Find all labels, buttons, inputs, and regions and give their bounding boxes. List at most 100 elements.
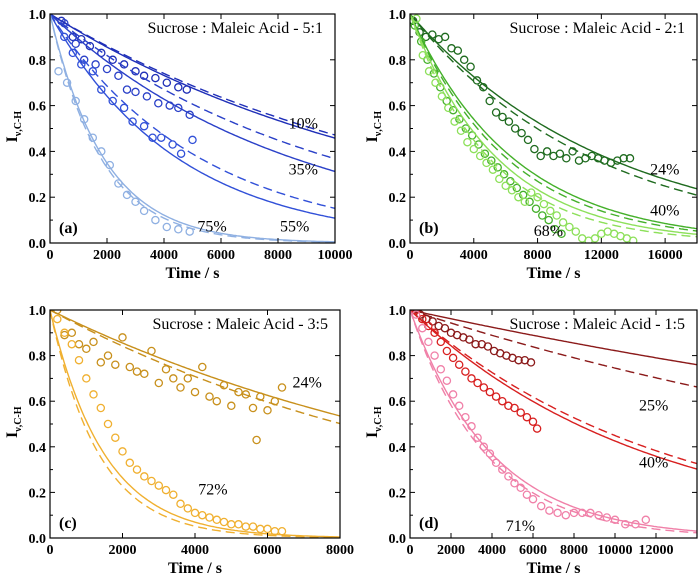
data-point (546, 206, 555, 216)
data-point (165, 101, 174, 110)
x-tick-label: 12000 (639, 543, 674, 558)
y-tick-label: 0.2 (29, 486, 47, 501)
data-point (418, 314, 427, 324)
data-point (430, 351, 439, 360)
data-point (479, 383, 489, 392)
data-point (108, 55, 117, 65)
data-point (558, 218, 568, 227)
data-point (111, 433, 120, 442)
data-point (533, 192, 542, 202)
data-point (263, 524, 272, 534)
data-point (561, 510, 571, 520)
data-point (185, 227, 194, 236)
data-point (528, 417, 538, 426)
data-point (132, 465, 142, 474)
series-75pct (50, 14, 335, 243)
data-point (71, 96, 80, 106)
x-tick-label: 12000 (584, 248, 619, 263)
data-point (520, 197, 530, 207)
x-tick-label: 16000 (648, 248, 683, 263)
data-point (169, 374, 178, 383)
data-point (67, 328, 77, 338)
data-point (256, 524, 265, 534)
chart-title: Sucrose : Maleic Acid - 5:1 (147, 20, 323, 37)
data-point (122, 190, 132, 200)
data-point (148, 133, 157, 142)
series-label: 55% (280, 219, 309, 236)
y-tick-label: 0.2 (389, 486, 407, 501)
y-axis-label: Iν,C-H (364, 406, 384, 438)
plot-area (50, 310, 340, 538)
x-tick-label: 0 (47, 543, 54, 558)
x-axis-label: Time / s (168, 560, 222, 577)
data-point (465, 335, 474, 344)
data-point (456, 126, 466, 136)
x-tick-label: 10000 (318, 248, 353, 263)
data-point (472, 76, 482, 85)
data-point (536, 501, 546, 511)
data-point (205, 513, 214, 522)
data-point (440, 32, 450, 42)
solid-fit-line (410, 14, 697, 230)
data-point (552, 211, 561, 220)
data-point (68, 48, 78, 58)
x-tick-label: 8000 (264, 248, 292, 263)
data-point (82, 344, 91, 354)
data-point (542, 147, 552, 156)
data-point (185, 110, 194, 120)
data-point (522, 412, 532, 422)
chart-title: Sucrose : Maleic Acid - 1:5 (509, 316, 685, 333)
data-point (522, 490, 532, 499)
x-tick-label: 8000 (560, 543, 588, 558)
dashed-fit-line (50, 310, 340, 538)
data-point (131, 87, 140, 97)
data-point (628, 236, 638, 243)
data-point (550, 225, 560, 234)
series-label: 35% (289, 161, 318, 178)
plot-area (50, 14, 335, 243)
data-point (182, 85, 192, 94)
data-point (516, 483, 525, 493)
data-point (442, 346, 452, 356)
data-point (140, 472, 149, 481)
data-point (436, 337, 446, 347)
y-axis-subscript: ν,C-H (373, 406, 384, 433)
data-point (53, 314, 62, 324)
data-point (154, 378, 164, 388)
data-point (641, 515, 651, 525)
data-point (488, 165, 498, 174)
data-point (498, 396, 507, 406)
data-point (60, 330, 69, 340)
data-point (517, 128, 526, 138)
data-point (510, 124, 520, 133)
data-point (161, 365, 171, 374)
data-point (501, 181, 510, 191)
y-tick-label: 0.8 (29, 54, 47, 69)
y-tick-label: 0.0 (29, 532, 47, 547)
data-point (234, 387, 243, 397)
data-point (103, 351, 113, 360)
data-point (212, 515, 222, 525)
data-point (530, 144, 539, 154)
y-tick-label: 1.0 (29, 8, 47, 23)
data-point (256, 392, 265, 401)
y-tick-label: 0.4 (29, 441, 47, 456)
data-point (119, 103, 129, 113)
y-tick-label: 0.8 (389, 350, 407, 365)
series-label: 68% (534, 223, 563, 240)
data-point (416, 310, 425, 319)
chart-title: Sucrose : Maleic Acid - 3:5 (152, 316, 328, 333)
data-point (139, 71, 149, 81)
y-axis-label: Iν,C-H (4, 406, 24, 438)
data-point (526, 358, 536, 367)
y-tick-label: 0.8 (29, 350, 47, 365)
y-tick-label: 0.2 (389, 191, 407, 206)
x-tick-label: 2000 (437, 543, 465, 558)
data-point (188, 135, 197, 145)
data-point (569, 508, 579, 518)
x-tick-label: 4000 (181, 543, 209, 558)
data-point (114, 71, 123, 81)
data-point (270, 396, 280, 406)
data-point (514, 355, 523, 365)
